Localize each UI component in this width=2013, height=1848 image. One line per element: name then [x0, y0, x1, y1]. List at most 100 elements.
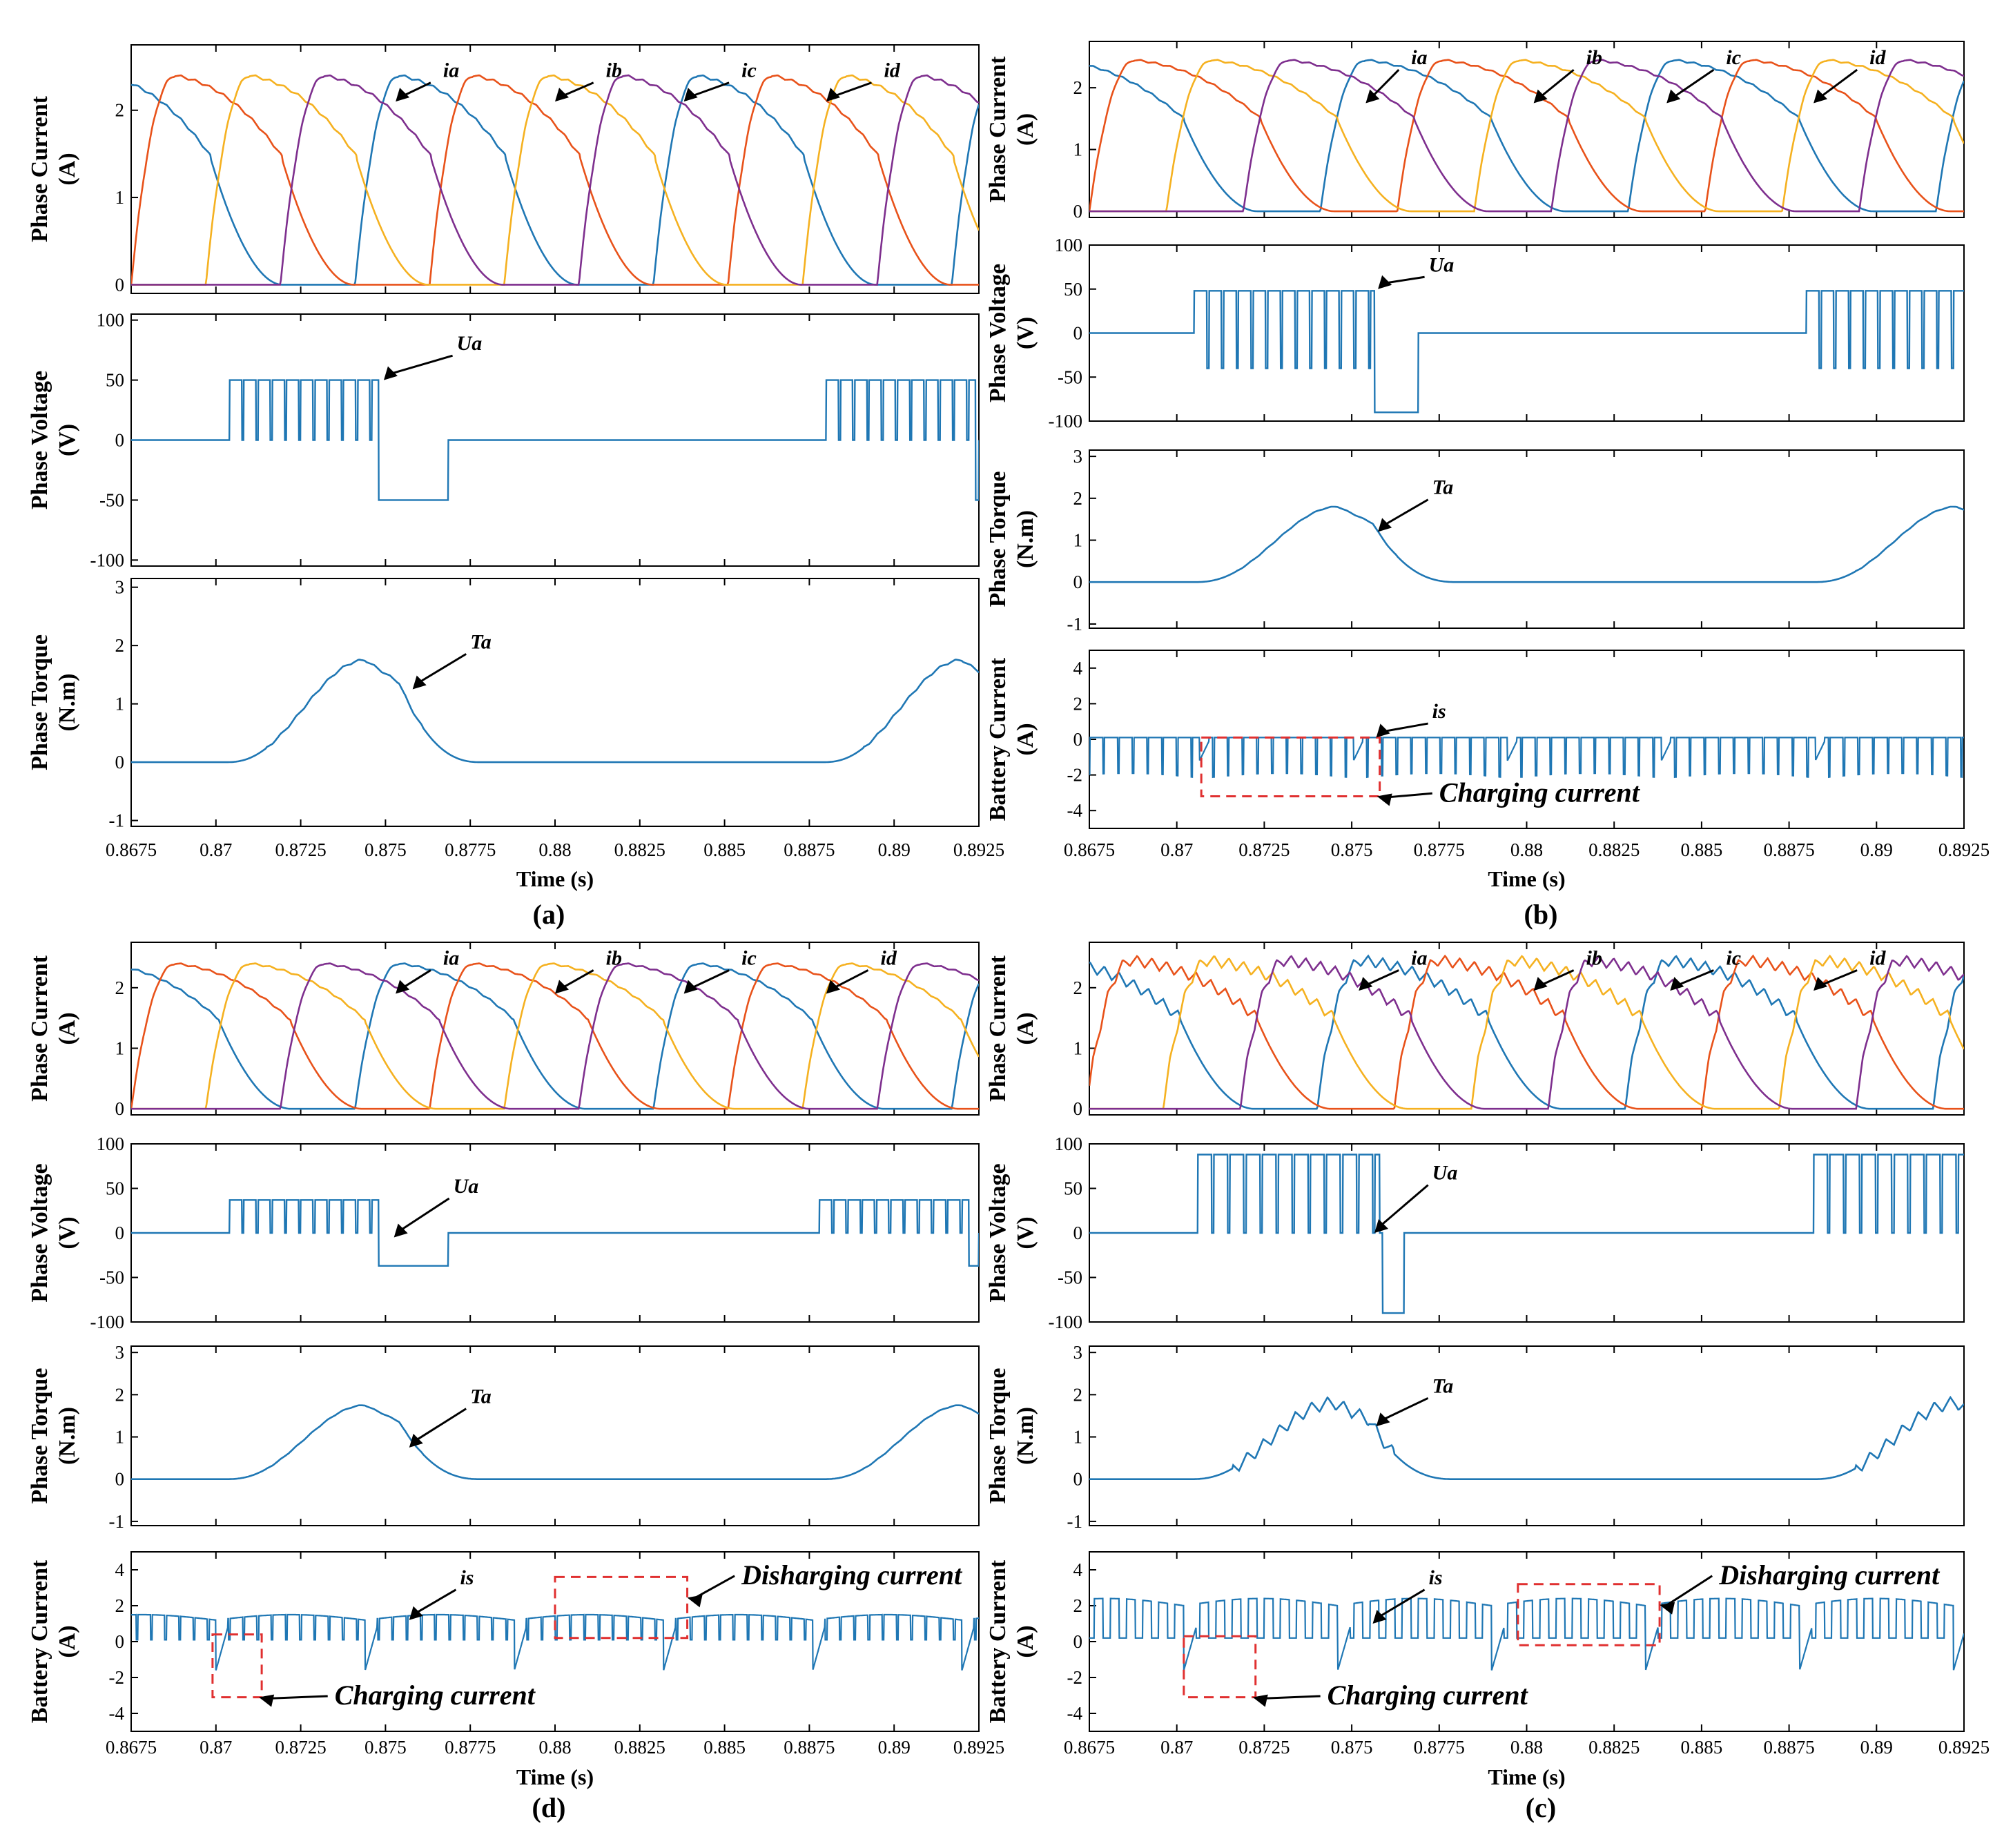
- subplot-torque: -1 0 1 2 3 Phase Torque (N.m) Ta: [985, 1342, 1965, 1532]
- box-label: Charging current: [335, 1680, 536, 1711]
- y-axis-unit: (A): [1013, 723, 1038, 755]
- x-tick-label: 0.8875: [1763, 1737, 1814, 1758]
- arrowhead: [687, 1595, 703, 1608]
- y-axis-label: Phase Voltage: [27, 371, 52, 509]
- x-tick-label: 0.89: [878, 1737, 911, 1758]
- box-label: Charging current: [1328, 1680, 1529, 1711]
- series-ib: [1089, 59, 1964, 213]
- y-axis-unit: (V): [55, 1216, 80, 1249]
- x-tick-label: 0.8825: [614, 839, 665, 860]
- y-tick-label: -2: [109, 1667, 125, 1688]
- annotation-arrow: [1380, 722, 1428, 733]
- y-tick-label: 3: [1073, 1342, 1083, 1363]
- arrowhead: [409, 1606, 423, 1620]
- series-label-id: id: [881, 946, 897, 969]
- arrowhead: [826, 980, 840, 994]
- arrowhead: [1533, 89, 1548, 104]
- y-tick-label: 2: [115, 635, 125, 656]
- highlight-box: [554, 1575, 689, 1640]
- x-tick-label: 0.87: [1160, 839, 1193, 860]
- axes-box: [130, 44, 980, 294]
- arrowhead: [1365, 89, 1380, 104]
- annotation-arrow: [1379, 1397, 1429, 1422]
- arrowhead: [1372, 1610, 1387, 1624]
- x-tick-label: 0.8825: [1588, 1737, 1640, 1758]
- y-tick-label: -2: [1067, 765, 1083, 786]
- series-label-ia: ia: [1411, 46, 1427, 69]
- y-tick-label: -4: [109, 1703, 125, 1724]
- series-id: [1089, 955, 1964, 1110]
- series-id: [131, 74, 979, 286]
- x-tick-label: 0.885: [1681, 839, 1723, 860]
- series-ib: [131, 962, 979, 1110]
- arrowhead: [1359, 977, 1373, 991]
- panel-caption-a: (a): [533, 899, 565, 930]
- series-label-ic: ic: [1726, 946, 1741, 969]
- axes-box: [130, 578, 980, 827]
- x-tick-label: 0.87: [1160, 1737, 1193, 1758]
- subplot-current: 0 1 2 Phase Current (A) ia ib ic id: [27, 942, 980, 1119]
- y-axis-label: Phase Voltage: [985, 1163, 1011, 1302]
- y-axis-unit: (N.m): [1013, 1407, 1038, 1465]
- arrowhead: [1378, 275, 1392, 289]
- y-tick-label: -4: [1067, 1703, 1083, 1724]
- x-tick-label: 0.88: [1510, 839, 1543, 860]
- subplot-current: 0 1 2 Phase Current (A) ia ib ic id: [27, 44, 980, 295]
- y-tick-label: 50: [106, 370, 124, 391]
- y-tick-label: 1: [115, 694, 125, 714]
- plot-area: [1089, 505, 1964, 583]
- annotation-arrow-ia: [1369, 69, 1400, 100]
- x-tick-label: 0.8725: [275, 1737, 326, 1758]
- x-tick-label: 0.8675: [1064, 1737, 1115, 1758]
- plot-area: [131, 1404, 979, 1480]
- x-tick-label: 0.8825: [614, 1737, 665, 1758]
- y-tick-label: 2: [1073, 1384, 1083, 1405]
- series-label-ib: ib: [1586, 946, 1602, 969]
- annotation-arrow: [1381, 498, 1429, 527]
- x-tick-label: 0.88: [538, 839, 571, 860]
- y-axis-label: Phase Current: [985, 955, 1011, 1102]
- annotation-arrow: [1378, 1184, 1429, 1229]
- y-tick-label: 0: [1073, 201, 1083, 222]
- arrowhead: [409, 1433, 423, 1448]
- x-tick-label: 0.8775: [445, 839, 496, 860]
- subplot-voltage: -100 -50 0 50 100 Phase Voltage (V) Ua: [27, 310, 980, 570]
- x-tick-label: 0.87: [200, 1737, 232, 1758]
- x-tick-label: 0.88: [538, 1737, 571, 1758]
- series-id: [1089, 59, 1964, 213]
- y-tick-label: -2: [1067, 1667, 1083, 1688]
- battery-current-trace: [1089, 737, 1964, 779]
- arrowhead: [1377, 793, 1392, 806]
- y-axis-unit: (A): [55, 1012, 80, 1044]
- x-tick-label: 0.89: [878, 839, 911, 860]
- x-tick-label: 0.8725: [1238, 1737, 1290, 1758]
- plot-area: [1089, 1154, 1964, 1314]
- series-ib: [131, 74, 979, 286]
- x-tick-label: 0.875: [364, 839, 407, 860]
- plot-area: [1089, 290, 1964, 414]
- arrowhead: [683, 980, 698, 994]
- plot-area: [131, 1613, 979, 1671]
- annotation-arrow: [397, 1197, 450, 1233]
- arrowhead: [1666, 89, 1681, 104]
- y-axis-label: Phase Torque: [985, 1368, 1011, 1504]
- plot-area: [1089, 1597, 1964, 1671]
- plot-area: [131, 659, 979, 763]
- subplot-voltage: -100 -50 0 50 100 Phase Voltage (V) Ua: [985, 1134, 1965, 1332]
- x-tick-label: 0.89: [1860, 839, 1893, 860]
- arrowhead: [1670, 977, 1684, 991]
- y-tick-label: 2: [115, 1595, 125, 1616]
- y-tick-label: 3: [1073, 446, 1083, 467]
- torque-trace: [1089, 1395, 1964, 1480]
- arrowhead: [1660, 1602, 1675, 1615]
- plot-area: [131, 74, 979, 286]
- y-tick-label: 1: [115, 1427, 125, 1448]
- y-tick-label: 100: [97, 1134, 125, 1154]
- series-ic: [131, 74, 979, 286]
- y-axis-label: Phase Voltage: [27, 1163, 52, 1302]
- y-tick-label: -50: [99, 489, 124, 510]
- plot-area: [1089, 954, 1964, 1110]
